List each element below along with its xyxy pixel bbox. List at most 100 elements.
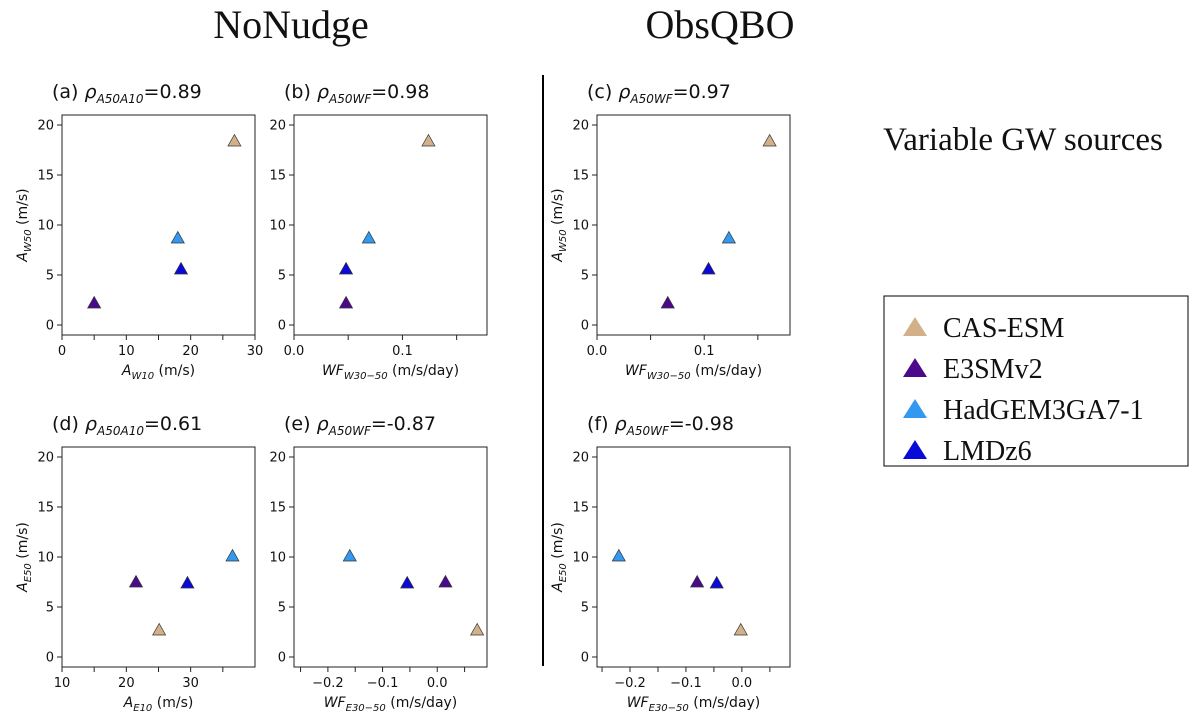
marker [762,133,777,147]
marker [438,574,453,588]
heading: ObsQBO [646,2,795,47]
y-tick-label: 10 [37,219,54,234]
y-tick-label: 5 [581,601,589,616]
legend-marker [903,358,927,377]
label-part: A50A10 [96,424,144,438]
label-part: ρ [317,413,329,435]
y-tick-label: 15 [37,501,54,516]
label: (e) ρA50WF=-0.87 [284,413,436,438]
label: AW10 (m/s) [121,363,195,382]
label-part: (d) [52,413,85,435]
y-tick-label: 5 [581,269,589,284]
marker [400,575,415,589]
x-tick-label: −0.1 [670,676,702,691]
label: (b) ρA50WF=0.98 [284,81,429,106]
label-part: (b) [284,81,317,103]
label-part: E50 [558,563,569,582]
x-tick-label: −0.2 [614,676,646,691]
label: (f) ρA50WF=-0.98 [587,413,734,438]
x-tick-label: 0.0 [284,344,305,359]
label-part: WF [324,695,347,711]
plot-area [596,114,791,336]
label: AE10 (m/s) [123,695,194,714]
x-tick-label: 0.1 [694,344,715,359]
y-tick-label: 0 [278,651,286,666]
label-part: A [15,252,31,263]
label-part: (e) [284,413,317,435]
label: WFW30−50 (m/s/day) [625,363,762,382]
label-part: E30−50 [346,703,386,714]
y-tick-label: 5 [46,601,54,616]
y-tick-label: 15 [572,501,589,516]
label: (c) ρA50WF=0.97 [587,81,731,106]
x-tick-label: 20 [118,676,135,691]
y-tick-label: 0 [46,319,54,334]
label-part: (m/s/day) [689,695,761,711]
marker [660,295,675,309]
label-part: (m/s) [15,522,31,563]
marker [733,622,748,636]
marker [338,261,354,275]
y-tick-label: 10 [37,551,54,566]
label-part: E50 [23,563,34,582]
y-tick-label: 20 [269,119,286,134]
x-tick-label: 0.0 [732,676,753,691]
marker [361,230,376,244]
label: (d) ρA50A10=0.61 [52,413,202,438]
y-tick-label: 10 [269,551,286,566]
x-tick-label: 10 [118,344,135,359]
label-part: ρ [85,413,97,435]
marker [225,548,240,562]
label-part: ρ [317,81,329,103]
legend-label: LMDz6 [943,436,1032,467]
label-part: =0.98 [371,81,429,103]
heading: NoNudge [213,2,369,47]
label-part: A50WF [629,92,673,106]
y-tick-label: 20 [572,119,589,134]
y-tick-label: 15 [572,169,589,184]
label-part: A [15,582,31,593]
y-tick-label: 20 [572,451,589,466]
y-tick-label: 15 [269,501,286,516]
marker [128,574,144,588]
plot-area [293,446,488,668]
marker [338,295,354,309]
legend-label: E3SMv2 [943,354,1043,385]
label-part: =-0.87 [371,413,436,435]
label-part: W10 [131,371,154,382]
marker [342,548,357,562]
y-tick-label: 0 [46,651,54,666]
label-part: =-0.98 [669,413,734,435]
x-tick-label: −0.1 [367,676,399,691]
marker [421,133,436,147]
marker [611,548,626,562]
marker [180,575,195,589]
y-tick-label: 15 [269,169,286,184]
legend-marker [903,317,927,336]
label-part: A50WF [328,424,372,438]
y-tick-label: 0 [278,319,286,334]
x-tick-label: 0.0 [587,344,608,359]
x-tick-label: 0.0 [427,676,448,691]
marker [470,622,485,636]
y-tick-label: 5 [278,601,286,616]
label-part: A [121,363,132,379]
x-tick-label: −0.2 [312,676,344,691]
label: WFE30−50 (m/s/day) [627,695,761,714]
x-tick-label: 0 [58,344,66,359]
legend-label: HadGEM3GA7-1 [943,395,1144,426]
y-tick-label: 15 [37,169,54,184]
label-part: W50 [23,229,34,252]
label-part: E10 [133,703,152,714]
legend-label: CAS-ESM [943,313,1064,344]
label-part: A50WF [626,424,670,438]
plot-area [293,114,488,336]
legend-marker [903,399,927,418]
label-part: (m/s/day) [388,363,460,379]
marker [690,574,705,588]
label-part: =0.97 [673,81,731,103]
label-part: (c) [587,81,618,103]
marker [152,622,167,636]
label: AE50 (m/s) [15,522,34,593]
